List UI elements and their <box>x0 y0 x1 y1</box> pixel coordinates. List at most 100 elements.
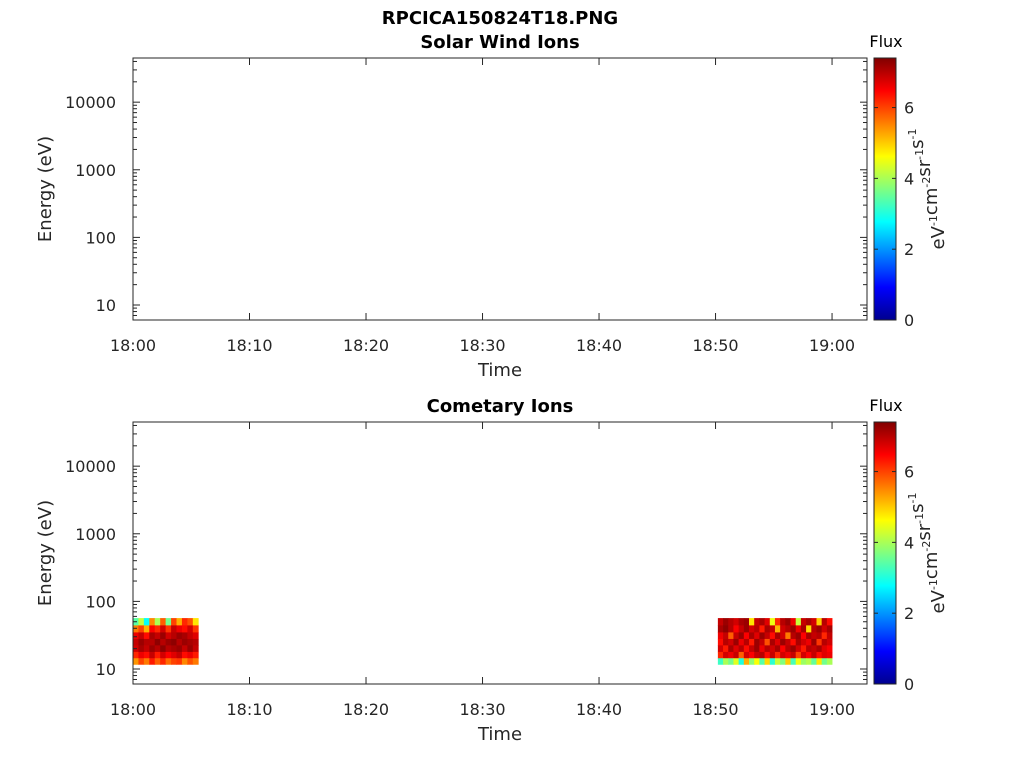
flux-cell <box>154 658 161 665</box>
flux-cell <box>165 645 172 653</box>
flux-cell <box>811 618 817 626</box>
flux-cell <box>785 618 791 626</box>
flux-cell <box>774 625 781 633</box>
flux-cell <box>816 638 823 646</box>
flux-cell <box>138 638 145 646</box>
flux-cell <box>800 651 807 659</box>
flux-cell <box>171 658 177 665</box>
flux-cell <box>738 625 745 633</box>
plot-frame <box>132 57 868 321</box>
flux-cell <box>816 625 823 633</box>
flux-cell <box>723 618 729 626</box>
y-tick-label: 10 <box>96 660 116 679</box>
flux-cell <box>738 618 745 626</box>
flux-cell <box>176 632 183 640</box>
flux-cell <box>764 651 771 659</box>
flux-cell <box>795 651 802 659</box>
flux-cell <box>160 618 167 626</box>
flux-cell <box>816 651 823 659</box>
flux-cell <box>733 618 740 626</box>
flux-cell <box>133 651 139 659</box>
flux-cell <box>826 632 833 640</box>
colorbar-units-label: eV-1cm-2sr-1s-1 <box>906 493 949 614</box>
flux-cell <box>723 651 729 659</box>
flux-cell <box>138 632 145 640</box>
flux-cell <box>171 645 177 653</box>
flux-block <box>717 618 833 665</box>
flux-cell <box>826 645 833 653</box>
flux-cell <box>187 658 194 665</box>
flux-cell <box>754 638 760 646</box>
flux-cell <box>743 625 750 633</box>
flux-cell <box>743 618 750 626</box>
flux-cell <box>821 658 828 665</box>
flux-cell <box>800 632 807 640</box>
flux-cell <box>192 645 199 653</box>
y-tick-label: 1000 <box>75 161 116 180</box>
x-tick-label: 18:40 <box>576 700 622 719</box>
x-tick-label: 18:10 <box>226 700 272 719</box>
flux-cell <box>806 618 812 626</box>
flux-cell <box>149 651 156 659</box>
flux-cell <box>165 658 172 665</box>
flux-cell <box>821 645 828 653</box>
flux-cell <box>754 645 760 653</box>
flux-cell <box>138 625 145 633</box>
flux-cell <box>181 618 188 626</box>
flux-cell <box>160 645 167 653</box>
colorbar-tick-label: 4 <box>904 169 914 188</box>
figure-file-title: RPCICA150824T18.PNG <box>382 8 618 29</box>
y-tick-label: 10000 <box>65 457 116 476</box>
flux-cell <box>785 658 791 665</box>
flux-cell <box>192 658 199 665</box>
x-tick-label: 18:30 <box>459 700 505 719</box>
flux-cell <box>154 651 161 659</box>
flux-cell <box>826 658 833 665</box>
x-tick-label: 18:00 <box>110 700 156 719</box>
flux-cell <box>759 632 765 640</box>
flux-cell <box>717 625 724 633</box>
flux-cell <box>738 658 745 665</box>
flux-cell <box>154 645 161 653</box>
flux-cell <box>749 638 755 646</box>
x-tick-label: 18:50 <box>692 700 738 719</box>
flux-cell <box>759 638 765 646</box>
colorbar-gradient <box>873 57 897 321</box>
flux-cell <box>154 638 161 646</box>
flux-cell <box>717 632 724 640</box>
flux-cell <box>816 618 823 626</box>
flux-cell <box>749 658 755 665</box>
flux-cell <box>160 651 167 659</box>
y-tick-label: 100 <box>85 228 116 247</box>
flux-cell <box>754 618 760 626</box>
y-axis-label: Energy (eV) <box>35 500 56 606</box>
flux-cell <box>764 618 771 626</box>
flux-cell <box>800 645 807 653</box>
flux-cell <box>800 658 807 665</box>
flux-cell <box>780 632 786 640</box>
flux-cell <box>769 638 776 646</box>
flux-cell <box>176 658 183 665</box>
flux-cell <box>733 645 740 653</box>
flux-cell <box>743 632 750 640</box>
flux-cell <box>149 625 156 633</box>
flux-cell <box>160 625 167 633</box>
flux-cell <box>826 651 833 659</box>
flux-cell <box>759 645 765 653</box>
flux-cell <box>774 658 781 665</box>
flux-cell <box>717 638 724 646</box>
flux-cell <box>723 658 729 665</box>
panel-cometary-ions: Cometary Ions 18:00 18:10 18:20 18:30 18:40 18… <box>35 396 949 745</box>
flux-cell <box>187 625 194 633</box>
flux-cell <box>816 658 823 665</box>
flux-cell <box>749 651 755 659</box>
colorbar-title: Flux <box>869 396 902 415</box>
y-axis-label: Energy (eV) <box>35 136 56 242</box>
flux-cell <box>774 638 781 646</box>
flux-cell <box>790 638 797 646</box>
plot-area <box>133 58 867 320</box>
flux-cell <box>816 632 823 640</box>
flux-cell <box>826 638 833 646</box>
flux-cell <box>133 638 139 646</box>
x-tick-label: 19:00 <box>809 336 855 355</box>
